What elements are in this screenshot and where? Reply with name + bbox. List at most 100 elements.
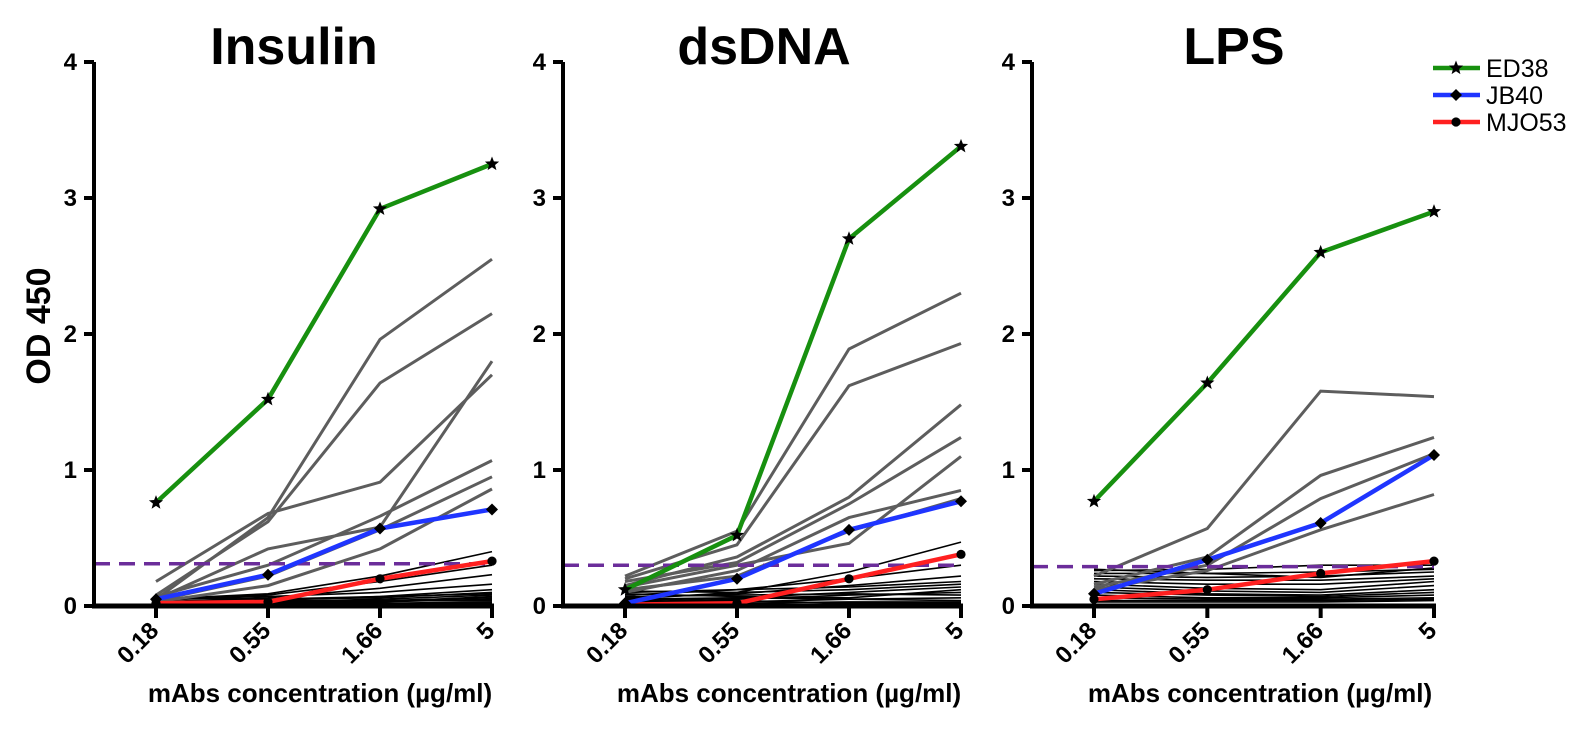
data-point-mjo53 xyxy=(1202,585,1212,595)
chart-panel-insulin: Insulin 0 1 2 3 4 0.18 0.55 1.66 5 mAbs concentrat… xyxy=(20,18,500,708)
panel-title: LPS xyxy=(1183,18,1284,76)
x-axis-title: mAbs concentration (µg/ml) xyxy=(1088,678,1432,708)
series-line-other xyxy=(624,436,962,583)
series-line-low xyxy=(1094,599,1435,603)
series-line-low xyxy=(1094,568,1435,575)
series-line-jb40 xyxy=(1093,453,1436,596)
data-point-ed38 xyxy=(1313,244,1328,259)
legend-item-ed38: ED38 xyxy=(1433,55,1549,83)
series-line-other xyxy=(1093,435,1435,586)
legend-marker-diamond-icon xyxy=(1450,89,1462,101)
x-tick-label: 0.55 xyxy=(693,617,745,669)
data-point-ed38 xyxy=(841,231,857,245)
data-point-mjo53 xyxy=(844,574,854,584)
x-tick-label: 1.66 xyxy=(336,617,388,669)
legend-label: MJO53 xyxy=(1486,109,1567,137)
legend-label: ED38 xyxy=(1486,55,1549,83)
series-line-low xyxy=(155,550,493,600)
x-tick-label: 0.55 xyxy=(224,617,276,669)
y-tick-label: 0 xyxy=(64,593,77,620)
data-point-jb40 xyxy=(150,593,162,606)
legend-item-mjo53: MJO53 xyxy=(1433,109,1567,137)
data-point-ed38 xyxy=(617,582,633,596)
series-line-other xyxy=(155,257,493,601)
y-tick-label: 1 xyxy=(533,457,546,484)
x-tick-label: 0.18 xyxy=(112,617,164,669)
x-axis-title: mAbs concentration (µg/ml) xyxy=(617,678,961,708)
data-point-jb40 xyxy=(262,568,274,581)
data-point-jb40 xyxy=(1088,587,1100,600)
y-tick-label: 4 xyxy=(64,49,78,76)
y-tick-label: 3 xyxy=(1002,185,1015,212)
data-point-ed38 xyxy=(260,391,276,406)
data-point-jb40 xyxy=(1201,553,1214,566)
series-line-low xyxy=(1093,597,1435,601)
y-tick-label: 0 xyxy=(533,593,546,620)
x-tick-label: 0.18 xyxy=(581,617,633,669)
data-point-ed38 xyxy=(372,201,388,215)
legend-marker-circle-icon xyxy=(1451,117,1461,127)
y-tick-label: 4 xyxy=(533,49,547,76)
y-tick-label: 0 xyxy=(1002,593,1015,620)
data-point-ed38 xyxy=(1426,204,1442,218)
legend-item-jb40: JB40 xyxy=(1433,82,1543,110)
y-tick-label: 1 xyxy=(1002,457,1015,484)
series-line-low xyxy=(624,599,961,605)
x-tick-label: 1.66 xyxy=(1277,617,1329,669)
series-line-low xyxy=(1094,598,1435,602)
data-point-mjo53 xyxy=(1316,568,1326,578)
x-tick-label: 0.18 xyxy=(1050,617,1102,669)
series-line-other xyxy=(1093,493,1435,592)
series-line-ed38 xyxy=(154,161,493,505)
data-point-ed38 xyxy=(148,495,164,509)
data-point-ed38 xyxy=(953,138,969,153)
series-line-other xyxy=(155,312,493,597)
x-tick-label: 0.55 xyxy=(1163,617,1215,669)
series-line-jb40 xyxy=(155,507,493,602)
data-point-jb40 xyxy=(731,572,743,585)
series-line-other xyxy=(624,291,962,578)
y-axis-title: OD 450 xyxy=(20,267,58,384)
data-point-ed38 xyxy=(1200,375,1215,390)
data-point-jb40 xyxy=(1314,517,1327,530)
series-line-ed38 xyxy=(1092,209,1435,503)
y-tick-label: 2 xyxy=(533,321,546,348)
data-point-jb40 xyxy=(843,523,855,536)
series-line-low xyxy=(1093,578,1435,586)
chart-panel-lps: LPS 0 1 2 3 4 0.18 0.55 1.66 5 mAbs concentration … xyxy=(1002,18,1443,708)
data-point-mjo53 xyxy=(956,549,966,559)
series-line-jb40 xyxy=(624,499,962,606)
series-line-low xyxy=(1093,588,1435,596)
series-line-low xyxy=(1093,580,1435,591)
series-line-mjo53 xyxy=(155,558,493,606)
data-point-mjo53 xyxy=(375,574,385,584)
y-tick-label: 3 xyxy=(533,185,546,212)
series-line-other xyxy=(1093,389,1435,578)
x-tick-label: 1.66 xyxy=(805,617,857,669)
series-line-low xyxy=(155,593,493,601)
data-point-jb40 xyxy=(955,495,967,508)
y-tick-label: 4 xyxy=(1002,49,1016,76)
x-axis-title: mAbs concentration (µg/ml) xyxy=(148,678,492,708)
panel-title: dsDNA xyxy=(677,18,850,76)
x-tick-label: 5 xyxy=(941,617,970,646)
series-line-low xyxy=(624,596,962,602)
series-line-mjo53 xyxy=(1093,558,1435,602)
chart-panel-dsdna: dsDNA 0 1 2 3 4 0.18 0.55 1.66 5 mAbs concentratio… xyxy=(533,18,970,708)
data-point-ed38 xyxy=(1086,493,1102,508)
x-tick-label: 5 xyxy=(472,617,501,646)
data-point-mjo53 xyxy=(487,556,497,566)
data-point-mjo53 xyxy=(1429,556,1439,566)
series-line-other xyxy=(155,459,493,598)
panel-title: Insulin xyxy=(210,18,378,76)
data-point-jb40 xyxy=(1428,449,1440,462)
legend-marker-star-icon xyxy=(1448,60,1464,75)
series-line-other xyxy=(155,360,494,601)
y-tick-label: 3 xyxy=(64,185,77,212)
data-point-jb40 xyxy=(374,522,386,535)
data-point-ed38 xyxy=(729,527,745,542)
series-line-ed38 xyxy=(624,144,963,592)
